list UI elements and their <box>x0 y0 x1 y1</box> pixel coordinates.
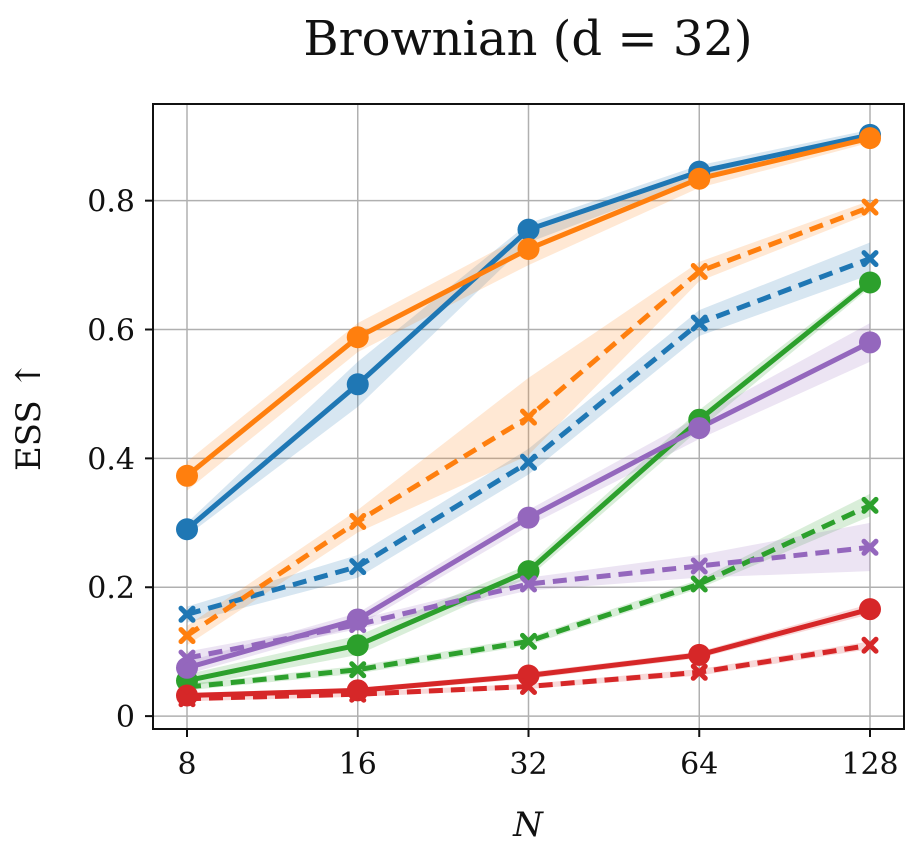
data-point <box>178 627 196 645</box>
data-point <box>176 464 198 487</box>
series-band <box>187 200 870 646</box>
data-point <box>859 271 881 294</box>
x-tick-label: 128 <box>841 747 898 782</box>
series-line <box>186 503 872 690</box>
data-point <box>690 314 708 332</box>
data-point <box>690 263 708 281</box>
y-tick-label: 0.6 <box>87 314 135 349</box>
data-point <box>859 127 881 150</box>
data-point <box>346 373 369 396</box>
data-point <box>517 237 540 260</box>
data-point <box>349 685 367 703</box>
x-tick-label: 64 <box>680 747 718 782</box>
data-point <box>861 250 879 268</box>
y-tick-label: 0 <box>116 700 135 735</box>
data-point <box>688 167 711 190</box>
x-tick-label: 16 <box>339 747 377 782</box>
y-tick-label: 0.2 <box>87 571 135 606</box>
data-point <box>690 557 708 575</box>
data-point <box>517 506 540 529</box>
data-point <box>346 608 369 631</box>
y-tick-label: 0.4 <box>87 442 135 477</box>
data-point <box>861 198 879 216</box>
data-point <box>349 558 367 576</box>
data-point <box>520 677 537 695</box>
x-axis-label: N <box>512 805 544 845</box>
data-point <box>517 218 540 241</box>
data-point <box>178 690 196 708</box>
series-band <box>187 242 870 623</box>
data-point <box>346 634 369 657</box>
data-point <box>346 679 369 702</box>
data-point <box>859 598 881 621</box>
data-point <box>859 331 881 354</box>
data-point <box>176 518 198 541</box>
data-point <box>520 632 537 650</box>
series-band <box>187 522 870 665</box>
data-point <box>178 649 196 667</box>
data-point <box>346 326 369 349</box>
ticks: 8 16 32 64 128 0 0.2 0.4 0.6 0.8 <box>87 185 898 782</box>
x-tick-label: 8 <box>177 747 196 782</box>
data-point <box>349 661 367 679</box>
data-point <box>349 616 367 634</box>
data-point <box>520 575 537 593</box>
y-tick-label: 0.8 <box>87 185 135 220</box>
data-point <box>688 417 711 440</box>
data-point <box>690 575 708 593</box>
data-point <box>178 605 196 623</box>
series-markers <box>176 123 881 708</box>
data-point <box>690 663 708 681</box>
data-point <box>520 453 537 471</box>
data-point <box>861 496 879 514</box>
series-line <box>186 544 871 661</box>
data-point <box>861 538 879 556</box>
data-point <box>861 636 879 654</box>
y-axis-label: ESS ↑ <box>9 361 49 471</box>
data-point <box>688 643 711 666</box>
data-point <box>520 408 537 426</box>
x-tick-label: 32 <box>509 747 547 782</box>
chart-title: Brownian (d = 32) <box>303 11 752 67</box>
data-point <box>349 513 367 531</box>
